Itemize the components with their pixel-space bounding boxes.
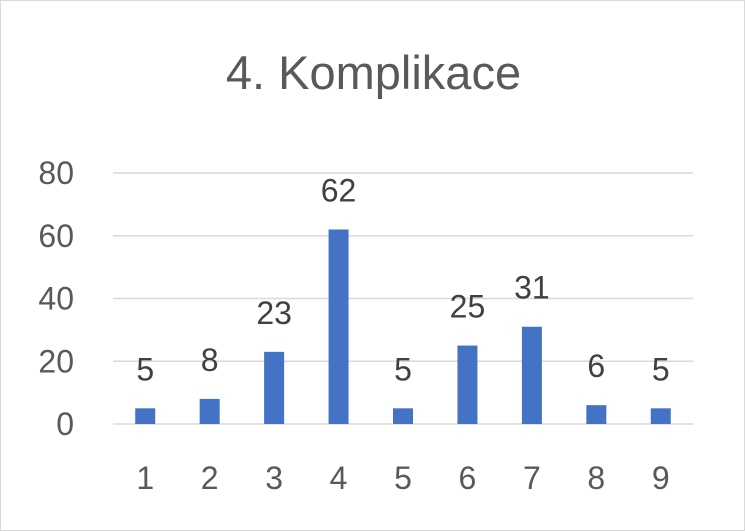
bar [586,405,607,424]
x-tick-label: 3 [265,460,283,496]
data-label: 5 [394,351,412,387]
label-layer: 5 1 8 2 23 3 62 4 5 5 25 6 31 7 6 8 5 9 [136,172,669,496]
data-label: 5 [652,351,670,387]
data-label: 25 [450,289,486,325]
bar [457,345,478,424]
x-tick-label: 9 [652,460,670,496]
y-tick-label: 0 [56,406,74,442]
bar [135,408,156,424]
x-tick-label: 6 [459,460,477,496]
x-tick-label: 2 [201,460,219,496]
y-tick-label: 80 [38,155,74,191]
data-label: 31 [514,270,550,306]
data-label: 8 [201,342,219,378]
data-label: 23 [256,295,292,331]
bar [328,229,349,424]
bar-layer [135,229,671,424]
data-label: 62 [321,172,357,208]
grid-layer: 0 20 40 60 80 [38,155,693,442]
bar [264,351,285,424]
y-tick-label: 60 [38,218,74,254]
x-tick-label: 8 [587,460,605,496]
bar [650,408,671,424]
bar [393,408,413,424]
y-tick-label: 40 [38,281,74,317]
x-tick-label: 7 [523,460,541,496]
x-tick-label: 5 [394,460,412,496]
bar [521,326,542,424]
bar [199,398,220,424]
chart-title: 4. Komplikace [225,46,522,99]
data-label: 6 [587,348,605,384]
data-label: 5 [136,351,154,387]
x-tick-label: 4 [330,460,348,496]
x-tick-label: 1 [136,460,154,496]
y-tick-label: 20 [38,343,74,379]
